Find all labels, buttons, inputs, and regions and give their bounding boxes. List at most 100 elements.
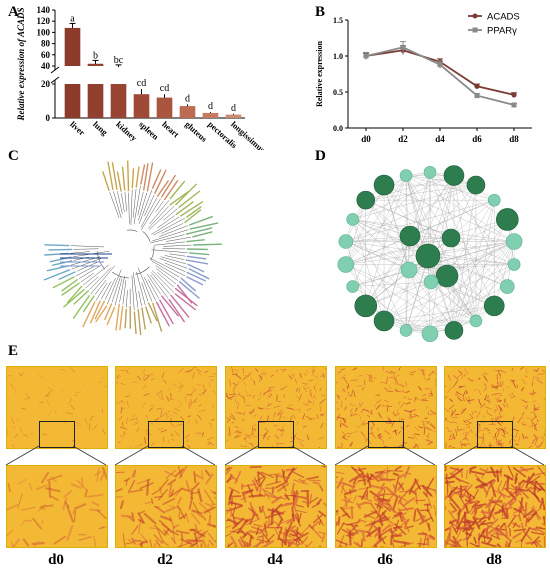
lipid-stain [195,432,203,434]
lipid-stain [143,373,146,380]
significance-label: cd [137,78,146,89]
lipid-stain [303,373,307,376]
lipid-stain [299,393,302,400]
lipid-stain [10,417,15,424]
network-edge [405,175,515,242]
lipid-stain [39,506,46,510]
network-edge [427,255,477,322]
lipid-stain [200,543,204,547]
lipid-stain [126,370,129,375]
lipid-stain [277,411,284,416]
tree-leaf-label [131,168,135,189]
lipid-stain [409,409,412,417]
y-tick-label: 1.0 [333,52,343,61]
lipid-stain [234,426,239,428]
lipid-stain [75,391,82,393]
lipid-stain [466,490,472,504]
lipid-stain [298,478,305,483]
y-tick-label: 20 [41,79,51,89]
network-edge [352,219,410,271]
x-tick-label: d6 [472,134,482,144]
lipid-stain [517,481,521,488]
lipid-stain [177,466,183,478]
lipid-stain [398,482,405,491]
tree-branch [149,257,186,277]
tree-branch [133,185,141,225]
lipid-stain [298,409,301,413]
lipid-stain [162,497,176,506]
lipid-stain [500,522,506,529]
lipid-stain [448,510,455,520]
lipid-stain [207,443,211,445]
lipid-stain [212,525,216,528]
lipid-stain [344,495,351,503]
lipid-stain [518,467,535,472]
lipid-stain [467,442,471,445]
tree-arc [142,231,151,242]
bar [133,94,150,118]
lipid-stain [306,476,319,480]
lipid-stain [458,385,466,389]
lipid-stain [367,530,372,538]
lipid-stain [341,442,343,448]
tree-arc [150,246,155,261]
lipid-stain [228,489,234,500]
lipid-stain [445,386,447,388]
x-tick-label: gluteus [183,119,210,144]
lipid-stain [158,488,168,501]
lipid-stain [306,541,313,547]
lipid-stain [153,542,157,547]
lipid-stain [32,517,42,530]
lipid-stain [197,488,203,503]
lipid-stain [347,391,350,395]
lipid-stain [201,389,207,394]
significance-label: d [208,101,213,112]
network-edge [405,175,448,277]
lipid-stain [127,538,137,546]
lipid-stain [359,414,362,421]
lipid-stain [177,403,184,408]
lipid-stain [428,370,435,377]
tree-leaf-label [61,278,78,292]
lipid-stain [136,417,138,421]
lipid-stain [525,513,531,524]
lipid-stain [298,388,301,393]
lipid-stain [447,481,453,490]
lipid-stain [483,383,487,387]
lipid-stain [534,438,538,446]
lipid-stain [167,478,177,486]
bar [156,97,173,118]
lipid-stain [7,374,12,377]
tree-branch [133,272,139,308]
lipid-stain [177,367,184,374]
lipid-stain [156,407,163,410]
lipid-stain [243,544,248,547]
lipid-stain [398,473,405,479]
lipid-stain [512,381,517,389]
bar [110,84,127,118]
lipid-stain [356,385,362,387]
lipid-stain [392,539,411,545]
lipid-stain [495,529,500,539]
lipid-stain [277,482,290,493]
lipid-stain [377,399,382,403]
x-tick-label: liver [68,119,87,138]
lipid-stain [268,387,271,392]
lipid-stain [341,528,355,537]
lipid-stain [305,544,309,547]
lipid-stain [14,433,19,438]
tree-branch [140,197,157,228]
lipid-stain [400,383,405,388]
panel-label-b: B [315,4,326,20]
tree-leaf-label [135,166,140,188]
lipid-stain [419,387,422,391]
lipid-stain [394,519,400,531]
lipid-stain [360,538,364,547]
lipid-stain [94,470,102,477]
lipid-stain [285,495,290,501]
lipid-stain [343,374,346,378]
lipid-stain [487,395,490,399]
lipid-stain [203,506,215,514]
lipid-stain [230,413,236,420]
lipid-stain [248,534,253,547]
